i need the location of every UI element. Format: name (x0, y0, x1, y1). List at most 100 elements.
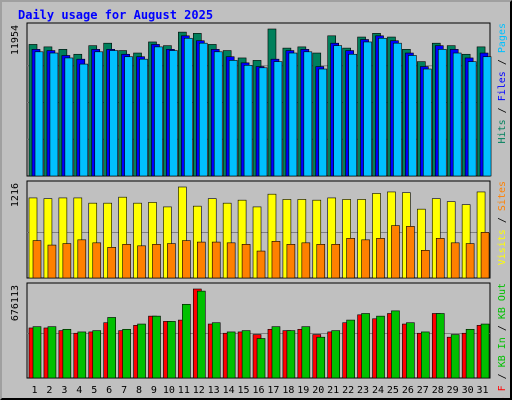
x-tick-label-7: 7 (121, 385, 127, 396)
visits-panel-bar-sites-5 (92, 242, 102, 279)
visits-panel-bar-sites-27 (421, 250, 430, 279)
hits-panel-bar-pages-6 (109, 50, 118, 177)
hits-panel-bar-pages-25 (393, 42, 402, 177)
x-tick-label-29: 29 (447, 385, 459, 396)
visits-panel-bar-sites-21 (331, 244, 341, 279)
hits-panel-legend-part-3: / (497, 53, 508, 71)
hits-panel-ymax-label: 11954 (10, 25, 21, 55)
kbytes-panel-bar-kb-in-26 (406, 322, 415, 379)
kbytes-panel-bar-kb-in-21 (331, 330, 341, 379)
kbytes-panel-bar-kb-in-19 (301, 326, 311, 379)
visits-panel-bar-sites-9 (152, 244, 161, 279)
hits-panel-legend-part-4: Pages (497, 23, 508, 53)
kbytes-panel-bar-kb-in-14 (226, 331, 236, 379)
visits-panel-bar-sites-26 (406, 226, 415, 279)
kbytes-panel-bar-kb-in-12 (196, 290, 206, 379)
x-tick-label-4: 4 (76, 385, 82, 396)
visits-panel-bar-sites-31 (480, 232, 490, 279)
kbytes-panel-legend: KB F / KB In / KB Out (497, 283, 508, 398)
x-tick-label-2: 2 (46, 385, 52, 396)
kbytes-panel-bar-kb-in-17 (271, 326, 281, 379)
hits-panel-bar-pages-27 (423, 68, 432, 177)
visits-panel-bar-sites-19 (301, 242, 311, 279)
kbytes-panel-bar-kb-in-16 (256, 338, 266, 379)
visits-panel-bar-sites-13 (211, 241, 221, 279)
kbytes-panel-bar-kb-in-23 (361, 313, 370, 379)
visits-panel-bar-sites-22 (346, 238, 355, 279)
kbytes-panel-legend-part-0: KB F (497, 385, 508, 398)
kbytes-panel-bar-kb-in-24 (376, 315, 385, 379)
hits-panel-bar-pages-7 (124, 56, 133, 177)
kbytes-panel-bar-kb-in-29 (450, 334, 460, 379)
hits-panel-legend-part-0: Hits (497, 119, 508, 143)
x-tick-label-15: 15 (238, 385, 250, 396)
visits-panel-bar-sites-10 (167, 243, 176, 279)
kbytes-panel-bar-kb-in-20 (316, 336, 326, 379)
kbytes-panel-bar-kb-in-8 (137, 323, 146, 379)
x-tick-label-23: 23 (357, 385, 369, 396)
hits-panel-bar-pages-19 (303, 51, 313, 177)
visits-panel-bar-sites-15 (241, 244, 251, 279)
hits-panel-bar-pages-22 (348, 53, 357, 177)
kbytes-panel-bar-kb-in-27 (421, 331, 430, 379)
hits-panel-legend: Hits / Files / Pages (497, 23, 508, 143)
x-tick-label-9: 9 (151, 385, 157, 396)
x-tick-label-24: 24 (372, 385, 384, 396)
hits-panel-bar-pages-11 (184, 37, 193, 177)
hits-panel-bar-pages-29 (452, 52, 462, 177)
visits-panel-bar-sites-14 (226, 242, 236, 279)
hits-panel-bar-pages-30 (467, 61, 477, 177)
visits-panel-bar-sites-3 (62, 243, 72, 279)
visits-panel-legend-part-0: Visits (497, 229, 508, 265)
x-tick-label-31: 31 (477, 385, 489, 396)
visits-panel-bar-sites-6 (107, 247, 116, 279)
hits-panel-bar-pages-17 (273, 61, 283, 177)
hits-panel-bar-pages-21 (333, 45, 343, 177)
x-tick-label-16: 16 (252, 385, 264, 396)
kbytes-panel-legend-part-2: KB In (497, 337, 508, 367)
hits-panel-bar-pages-1 (34, 51, 44, 177)
hits-panel-bar-pages-8 (139, 58, 148, 177)
hits-panel-bar-pages-28 (437, 49, 447, 177)
x-tick-label-14: 14 (223, 385, 235, 396)
x-tick-label-6: 6 (106, 385, 112, 396)
x-tick-label-25: 25 (387, 385, 399, 396)
hits-panel-bar-pages-14 (228, 60, 238, 177)
kbytes-panel-bar-kb-in-3 (62, 328, 72, 379)
x-tick-label-10: 10 (163, 385, 175, 396)
hits-panel-legend-part-1: / (497, 101, 508, 119)
x-tick-label-1: 1 (31, 385, 37, 396)
x-tick-label-12: 12 (193, 385, 205, 396)
visits-panel-bar-sites-12 (196, 241, 206, 279)
hits-panel-bar-pages-5 (94, 51, 104, 177)
visits-panel-bar-sites-4 (77, 239, 87, 279)
visits-panel-bar-sites-23 (361, 239, 370, 279)
x-tick-label-21: 21 (327, 385, 339, 396)
visits-panel-bar-sites-29 (450, 242, 460, 279)
hits-panel-bar-pages-26 (408, 55, 417, 177)
kbytes-panel-bar-kb-in-1 (32, 326, 42, 379)
kbytes-panel-bar-kb-in-25 (391, 310, 400, 379)
kbytes-panel-legend-part-3: / (497, 319, 508, 337)
hits-panel-bar-pages-13 (213, 51, 223, 177)
hits-panel-bar-pages-24 (378, 37, 387, 177)
hits-panel-bar-pages-20 (318, 68, 328, 177)
visits-panel-bar-sites-8 (137, 245, 146, 279)
hits-panel-bar-pages-23 (363, 41, 372, 177)
x-tick-label-28: 28 (432, 385, 444, 396)
kbytes-panel-legend-part-1: / (497, 367, 508, 385)
hits-panel-bar-pages-15 (243, 65, 253, 177)
visits-panel-bar-sites-18 (286, 244, 296, 279)
hits-panel-bar-pages-4 (79, 63, 89, 177)
kbytes-panel-bar-kb-in-22 (346, 319, 355, 379)
x-tick-label-5: 5 (91, 385, 97, 396)
kbytes-panel-bar-kb-in-13 (211, 322, 221, 379)
kbytes-panel-bar-kb-in-10 (167, 321, 176, 379)
hits-panel-bar-pages-3 (64, 57, 74, 177)
hits-panel-legend-part-2: Files (497, 71, 508, 101)
x-tick-label-3: 3 (61, 385, 67, 396)
hits-panel-bar-pages-18 (288, 52, 298, 177)
kbytes-panel-bar-kb-in-4 (77, 331, 87, 379)
hits-panel-bar-pages-9 (154, 46, 163, 177)
